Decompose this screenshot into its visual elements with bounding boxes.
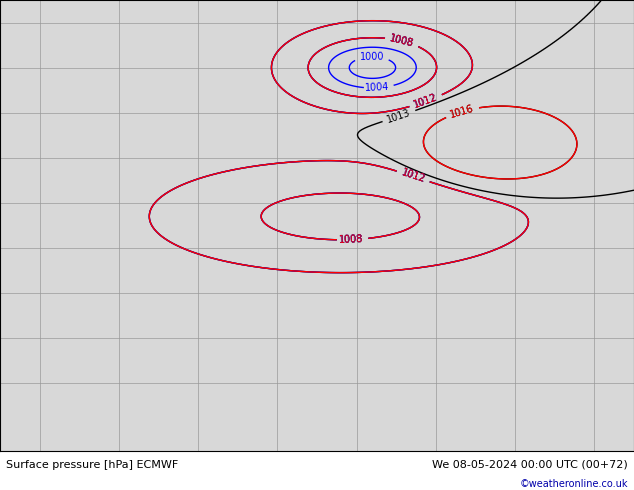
Text: 1012: 1012: [400, 168, 427, 185]
Text: 1012: 1012: [400, 168, 427, 185]
Text: 1008: 1008: [389, 33, 415, 49]
Text: 1016: 1016: [449, 103, 476, 120]
Text: 1004: 1004: [364, 82, 389, 94]
Text: 1012: 1012: [413, 93, 439, 110]
Text: 1013: 1013: [385, 107, 412, 125]
Text: 1012: 1012: [413, 93, 439, 110]
Text: ©weatheronline.co.uk: ©weatheronline.co.uk: [519, 479, 628, 489]
Text: 1012: 1012: [400, 168, 427, 185]
Text: 1008: 1008: [339, 234, 364, 245]
Text: 1008: 1008: [389, 33, 415, 49]
Text: We 08-05-2024 00:00 UTC (00+72): We 08-05-2024 00:00 UTC (00+72): [432, 460, 628, 469]
Text: Surface pressure [hPa] ECMWF: Surface pressure [hPa] ECMWF: [6, 460, 179, 469]
Text: 1008: 1008: [339, 234, 364, 245]
Text: 1008: 1008: [339, 234, 364, 245]
Text: 1016: 1016: [449, 103, 476, 120]
Text: 1008: 1008: [389, 33, 415, 49]
Text: 1012: 1012: [413, 93, 439, 110]
Text: 1000: 1000: [359, 51, 384, 62]
